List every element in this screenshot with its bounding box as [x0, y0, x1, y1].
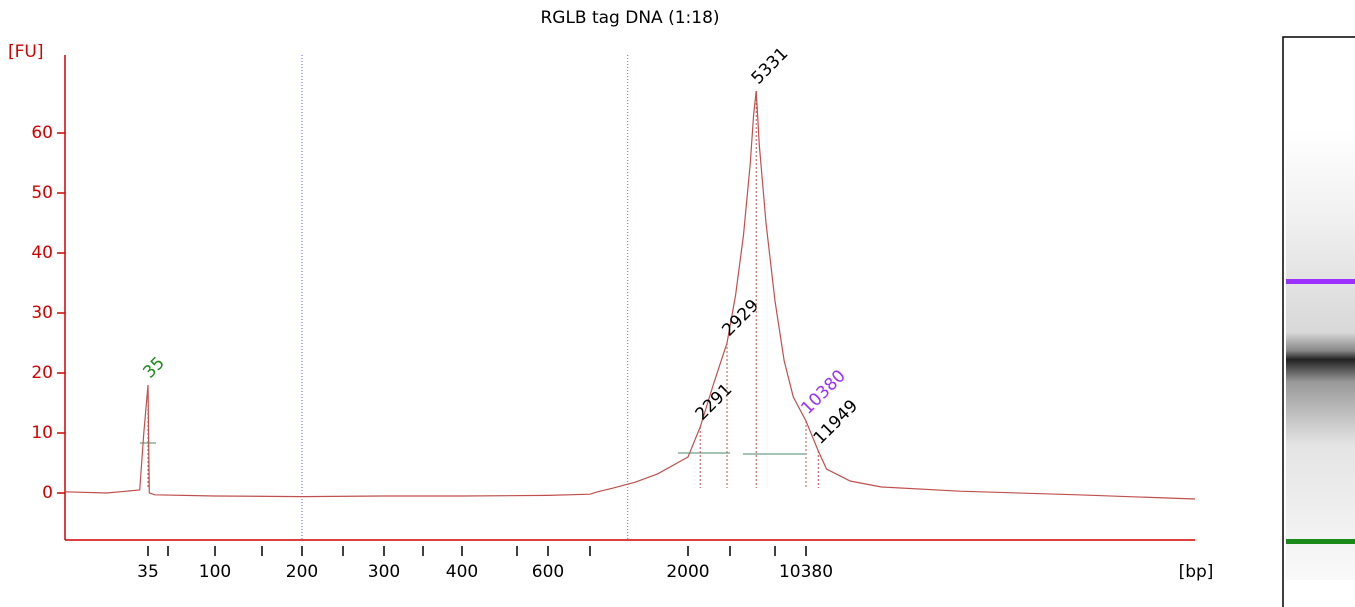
chart-title: RGLB tag DNA (1:18) — [540, 8, 719, 28]
x-tick-label: 35 — [137, 562, 159, 582]
x-axis-label: [bp] — [1179, 562, 1214, 582]
y-tick-label: 30 — [31, 303, 53, 323]
peak-label: 5331 — [748, 44, 793, 89]
peak-label: 2291 — [692, 380, 737, 425]
x-tick-label: 200 — [286, 562, 318, 582]
x-tick-label: 100 — [199, 562, 231, 582]
x-tick-label: 600 — [532, 562, 564, 582]
peak-label: 35 — [139, 353, 168, 382]
gel-lane — [1282, 36, 1355, 607]
y-tick-label: 20 — [31, 363, 53, 383]
trace-line — [64, 90, 1196, 500]
peak-label: 2929 — [718, 296, 763, 341]
x-tick-label: 10380 — [779, 562, 833, 582]
x-tick-label: 400 — [446, 562, 478, 582]
x-tick-label: 300 — [368, 562, 400, 582]
y-tick-label: 0 — [42, 483, 53, 503]
x-tick-label: 2000 — [666, 562, 709, 582]
y-tick-label: 40 — [31, 243, 53, 263]
y-tick-label: 50 — [31, 183, 53, 203]
y-axis-label: [FU] — [8, 42, 44, 62]
y-tick-label: 10 — [31, 423, 53, 443]
y-tick-label: 60 — [31, 123, 53, 143]
